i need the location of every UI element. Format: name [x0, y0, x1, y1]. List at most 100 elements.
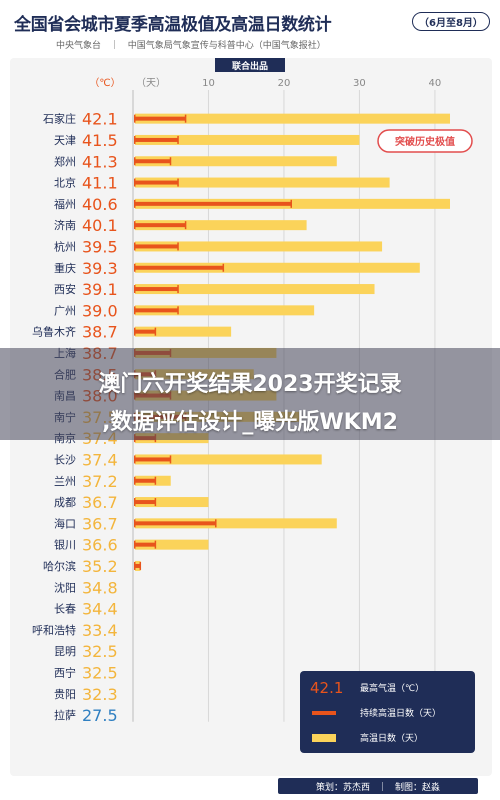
days-bar	[135, 177, 390, 188]
temp-value: 32.3	[82, 685, 118, 704]
credits-bar: 策划：苏杰西 ｜ 制图：赵淼	[278, 778, 478, 794]
temp-value: 38.7	[82, 323, 118, 342]
city-label: 银川	[54, 538, 76, 552]
temp-value: 42.1	[82, 110, 118, 129]
consec-bar	[135, 244, 179, 249]
temp-value: 39.3	[82, 259, 118, 278]
consec-bar-start-cap	[134, 519, 136, 528]
period-badge: （6月至8月）	[412, 12, 490, 31]
consec-bar-start-cap	[134, 561, 136, 570]
city-label: 重庆	[54, 261, 76, 275]
days-bar	[135, 262, 420, 273]
consec-bar-end-cap	[177, 306, 179, 315]
city-label: 福州	[54, 197, 76, 211]
consec-bar-end-cap	[154, 327, 157, 336]
consec-bar	[135, 500, 156, 505]
temp-value: 41.1	[82, 174, 118, 193]
city-label: 北京	[54, 176, 76, 190]
consec-bar-start-cap	[134, 540, 136, 549]
consec-bar	[135, 563, 141, 568]
page-title: 全国省会城市夏季高温极值及高温日数统计	[14, 10, 332, 35]
temp-value: 41.3	[82, 152, 118, 171]
consec-bar-start-cap	[134, 221, 136, 230]
city-label: 西安	[54, 282, 76, 296]
days-bar	[135, 497, 209, 508]
consec-bar-start-cap	[134, 135, 136, 144]
consec-bar-end-cap	[177, 178, 179, 187]
city-label: 沈阳	[54, 580, 76, 594]
credit-divider: ｜	[377, 782, 387, 793]
temp-value: 40.6	[82, 195, 118, 214]
x-tick-label: 20	[278, 78, 291, 89]
consec-bar	[135, 329, 156, 334]
city-label: 长春	[54, 603, 76, 616]
city-label: 兰州	[54, 475, 76, 488]
consec-bar-end-cap	[154, 540, 157, 549]
city-label: 成都	[54, 496, 76, 509]
designer-credit: 制图：赵淼	[395, 782, 441, 793]
temp-value: 41.5	[82, 131, 118, 150]
consec-bar-start-cap	[134, 476, 136, 485]
consec-bar	[135, 180, 179, 185]
consec-bar-start-cap	[134, 114, 136, 123]
consec-bar-start-cap	[134, 498, 136, 507]
city-label: 郑州	[54, 154, 76, 168]
legend-box	[300, 671, 475, 753]
consec-bar	[135, 159, 171, 164]
city-label: 长沙	[54, 453, 76, 466]
city-label: 济南	[54, 218, 76, 232]
days-bar	[135, 156, 337, 167]
consec-bar-end-cap	[222, 263, 225, 272]
temp-value: 33.4	[82, 621, 118, 640]
temp-value: 39.0	[82, 301, 118, 320]
days-bar	[135, 284, 375, 295]
days-bar	[135, 518, 337, 529]
days-bar	[135, 241, 383, 252]
temp-unit-label: （℃）	[89, 77, 120, 89]
days-bar	[135, 198, 450, 209]
consec-bar	[135, 137, 179, 142]
days-bar	[135, 305, 315, 316]
banner-label: 联合出品	[232, 60, 268, 72]
consec-bar	[135, 287, 179, 292]
planner-credit: 策划：苏杰西	[315, 782, 370, 793]
consec-bar-start-cap	[134, 199, 136, 208]
city-label: 呼和浩特	[32, 623, 76, 637]
city-label: 哈尔滨	[43, 559, 76, 573]
legend-consec-label: 持续高温日数（天）	[360, 707, 441, 719]
city-label: 海口	[54, 516, 76, 530]
banner-box	[215, 58, 285, 72]
consec-bar	[135, 116, 186, 121]
consec-bar-end-cap	[154, 498, 157, 507]
city-label: 广州	[54, 304, 76, 317]
x-tick-label: 30	[353, 78, 366, 89]
consec-bar-start-cap	[134, 242, 136, 251]
city-label: 石家庄	[43, 112, 76, 126]
consec-bar-start-cap	[134, 327, 136, 336]
legend-temp-sample: 42.1	[310, 679, 343, 697]
x-tick-label: 10	[202, 78, 215, 89]
temp-value: 27.5	[82, 706, 118, 725]
consec-bar-end-cap	[177, 242, 179, 251]
temp-value: 39.5	[82, 237, 118, 256]
consec-bar	[135, 201, 292, 206]
temp-value: 40.1	[82, 216, 118, 235]
consec-bar-end-cap	[184, 114, 187, 123]
legend-temp-label: 最高气温（℃）	[360, 682, 424, 694]
city-label: 贵阳	[54, 688, 76, 701]
city-label: 杭州	[54, 239, 76, 253]
temp-value: 36.6	[82, 536, 118, 555]
consec-bar	[135, 265, 224, 270]
temp-value: 35.2	[82, 557, 118, 576]
consec-bar-end-cap	[169, 157, 172, 166]
legend-days-label: 高温日数（天）	[360, 732, 423, 744]
consec-bar-start-cap	[134, 306, 136, 315]
consec-bar-start-cap	[134, 285, 136, 294]
temp-value: 39.1	[82, 280, 118, 299]
consec-bar-end-cap	[290, 199, 292, 208]
title-text: 全国省会城市夏季高温极值及高温日数统计	[14, 15, 332, 35]
consec-bar	[135, 457, 171, 462]
temp-value: 32.5	[82, 663, 118, 682]
days-unit-label: （天）	[136, 77, 166, 89]
days-bar	[135, 113, 450, 124]
